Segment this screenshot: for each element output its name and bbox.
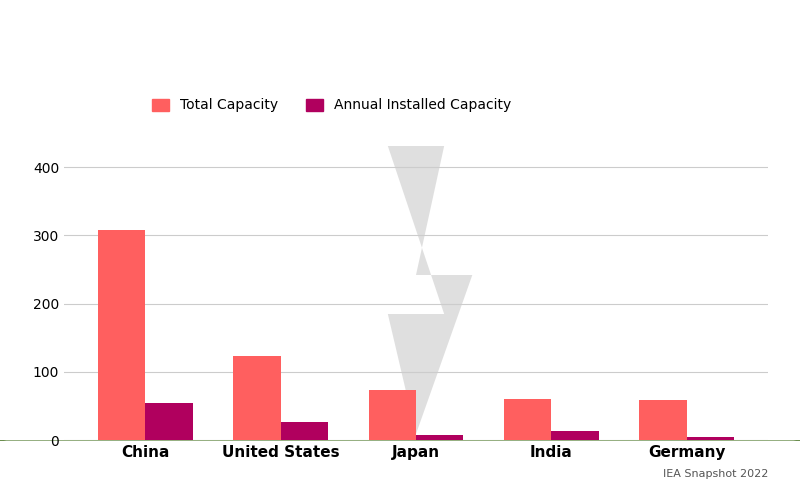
Polygon shape bbox=[651, 30, 725, 93]
Bar bbox=[551, 431, 598, 440]
Bar bbox=[686, 436, 734, 440]
Text: Top 5 Countries With Highest: Top 5 Countries With Highest bbox=[216, 29, 456, 47]
Bar bbox=[639, 400, 686, 440]
Text: IEA Snapshot 2022: IEA Snapshot 2022 bbox=[662, 469, 768, 479]
Text: THEROUNDUP.ORG: THEROUNDUP.ORG bbox=[298, 468, 502, 486]
Polygon shape bbox=[388, 146, 472, 434]
Bar bbox=[416, 435, 463, 440]
Text: SOLAR ENERGY CAPACITY: SOLAR ENERGY CAPACITY bbox=[137, 83, 535, 111]
Bar bbox=[146, 402, 193, 440]
Text: TheRoundup.org: TheRoundup.org bbox=[642, 127, 734, 137]
Bar bbox=[98, 230, 146, 440]
Bar bbox=[234, 356, 281, 440]
Legend: Total Capacity, Annual Installed Capacity: Total Capacity, Annual Installed Capacit… bbox=[146, 93, 517, 118]
Bar bbox=[504, 399, 551, 440]
Bar bbox=[369, 390, 416, 440]
Bar bbox=[281, 422, 328, 440]
